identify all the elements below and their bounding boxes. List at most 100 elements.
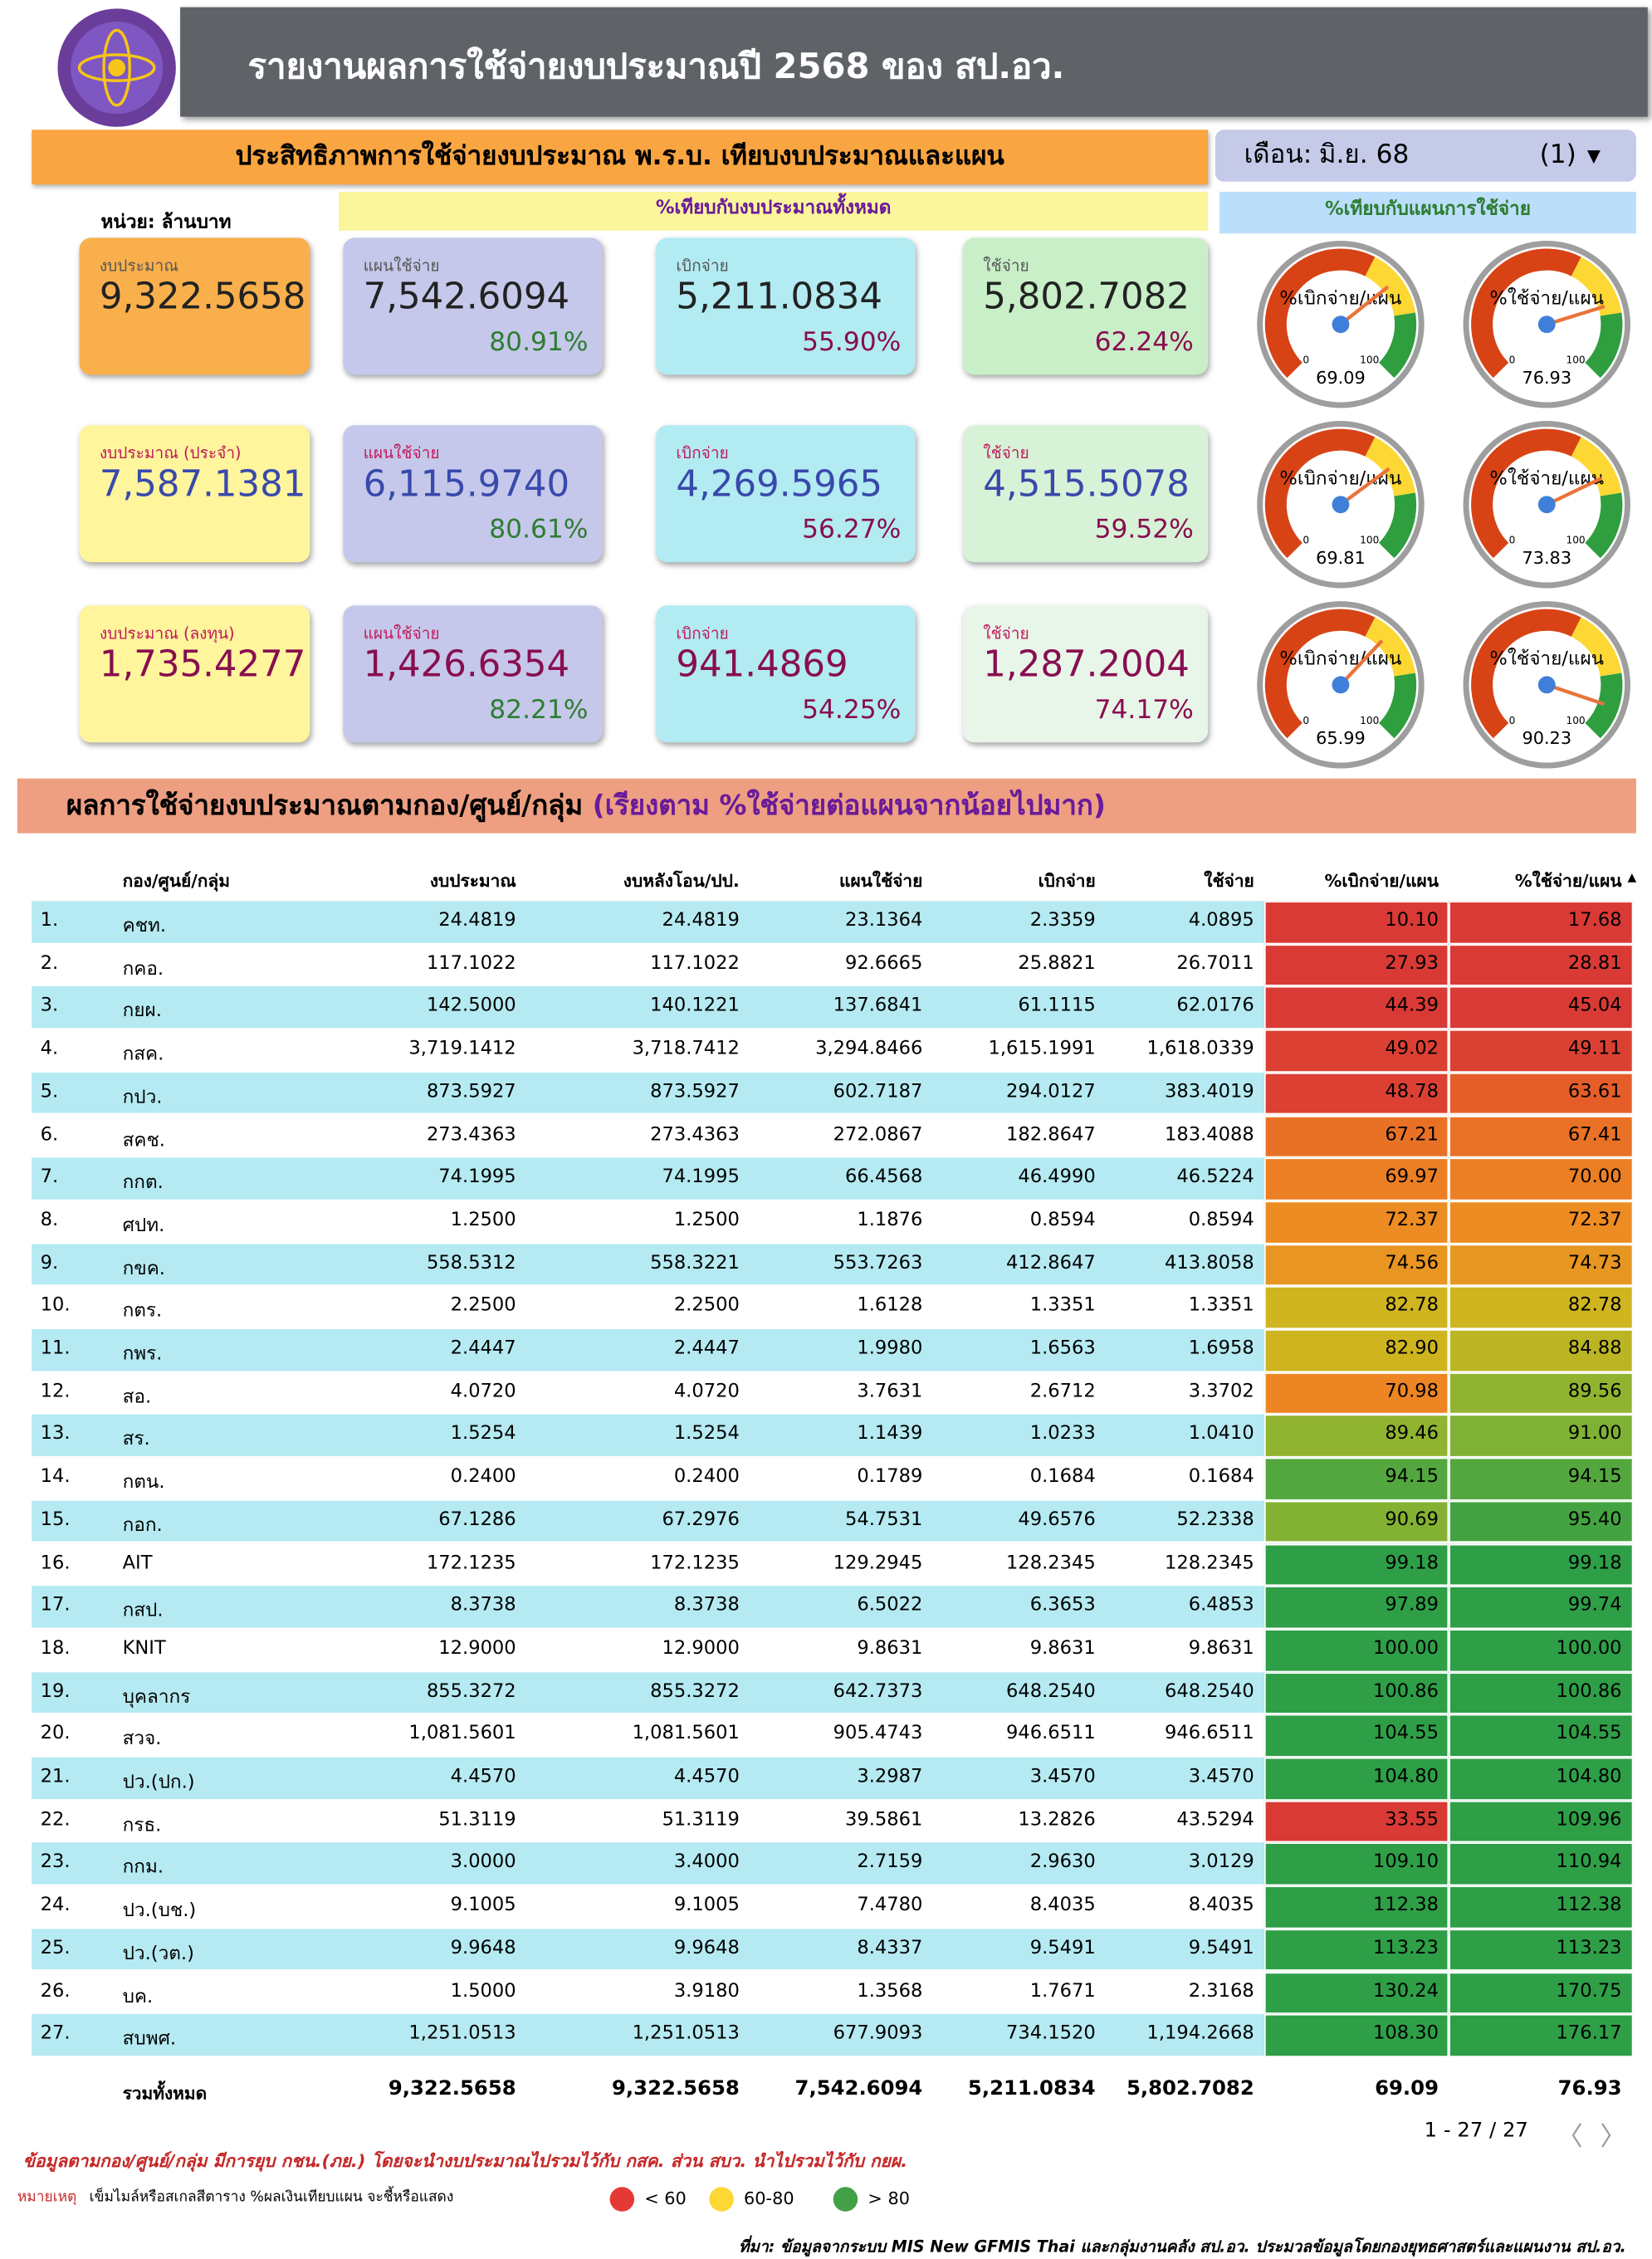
gauge-tick-label: 0 bbox=[1509, 715, 1516, 726]
table-cell: 117.1022 bbox=[426, 952, 516, 975]
prev-page[interactable]: 〈 bbox=[1557, 2122, 1583, 2153]
table-cell: 1,615.1991 bbox=[988, 1038, 1096, 1060]
table-cell: 100.00 bbox=[1556, 1637, 1622, 1660]
table-cell: 70.98 bbox=[1385, 1381, 1439, 1403]
table-cell: 13.2826 bbox=[1018, 1808, 1096, 1831]
table-cell: 109.96 bbox=[1556, 1808, 1622, 1831]
table-cell: 873.5927 bbox=[426, 1081, 516, 1103]
percent-cell bbox=[1263, 2014, 1449, 2057]
gauge-face bbox=[1263, 607, 1419, 763]
section-title: ผลการใช้จ่ายงบประมาณตามกอง/ศูนย์/กลุ่ม bbox=[66, 790, 584, 822]
table-cell: 1.3568 bbox=[857, 1980, 923, 2002]
month-value: มิ.ย. 68 bbox=[1318, 139, 1410, 170]
table-cell: 69.97 bbox=[1385, 1166, 1439, 1189]
gauge-band bbox=[1471, 428, 1581, 559]
table-cell: 3.4570 bbox=[1188, 1766, 1254, 1788]
kpi-percent: 56.27% bbox=[802, 514, 902, 545]
division-name: สคช. bbox=[122, 1129, 165, 1152]
table-cell: 94.15 bbox=[1385, 1466, 1439, 1489]
gauge-label: %ใช้จ่าย/แผน bbox=[1489, 286, 1604, 309]
gauge-tick-label: 100 bbox=[1566, 535, 1585, 546]
division-name: ปว.(ปก.) bbox=[122, 1772, 195, 1794]
month-selector[interactable]: เดือน: มิ.ย. 68 (1) ▼ bbox=[1215, 130, 1636, 182]
gauge-tick-label: 100 bbox=[1566, 715, 1585, 726]
row-index: 25. bbox=[40, 1937, 71, 1959]
table-cell: 128.2345 bbox=[1165, 1552, 1254, 1574]
table-cell: 137.6841 bbox=[833, 995, 923, 1017]
row-index: 16. bbox=[40, 1552, 71, 1574]
percent-cell bbox=[1263, 943, 1449, 987]
table-cell: 4.4570 bbox=[450, 1766, 516, 1788]
column-header: ใช้จ่าย bbox=[1204, 870, 1254, 892]
kpi-card: ใช้จ่าย 5,802.7082 62.24% bbox=[962, 237, 1209, 375]
gauge-hub bbox=[1537, 315, 1556, 334]
table-cell: 44.39 bbox=[1385, 995, 1439, 1017]
percent-cell bbox=[1449, 1500, 1634, 1543]
gauge-tick-label: 100 bbox=[1360, 354, 1379, 366]
gauge-band bbox=[1365, 437, 1415, 497]
table-cell: 2.9630 bbox=[1029, 1851, 1096, 1874]
legend-label: 60-80 bbox=[744, 2188, 794, 2209]
table-cell: 0.8594 bbox=[1188, 1209, 1254, 1231]
row-index: 10. bbox=[40, 1294, 71, 1317]
gauge-tick-label: 0 bbox=[1303, 354, 1309, 366]
percent-cell bbox=[1263, 1457, 1449, 1501]
table-cell: 1.1439 bbox=[857, 1423, 923, 1445]
table-cell: 1,081.5601 bbox=[408, 1723, 516, 1745]
kpi-card: ใช้จ่าย 1,287.2004 74.17% bbox=[962, 605, 1209, 743]
kpi-label: แผนใช้จ่าย bbox=[363, 257, 440, 276]
kpi-label: เบิกจ่าย bbox=[676, 257, 729, 276]
gauge-band bbox=[1264, 609, 1376, 739]
percent-cell bbox=[1263, 1243, 1449, 1287]
row-index: 9. bbox=[40, 1252, 59, 1274]
gauge-needle bbox=[1546, 682, 1606, 707]
gauge-tick-label: 0 bbox=[1303, 535, 1309, 546]
table-cell: 7.4780 bbox=[857, 1894, 923, 1916]
table-cell: 3.7631 bbox=[857, 1381, 923, 1403]
table-cell: 9.1005 bbox=[450, 1894, 516, 1916]
kpi-percent: 55.90% bbox=[802, 327, 902, 358]
gauge-label: %เบิกจ่าย/แผน bbox=[1279, 467, 1401, 489]
percent-cell bbox=[1449, 1029, 1634, 1073]
table-cell: 130.24 bbox=[1373, 1980, 1439, 2002]
total-cell: 5,802.7082 bbox=[1126, 2077, 1254, 2101]
header-bar bbox=[180, 7, 1648, 117]
row-index: 4. bbox=[40, 1038, 59, 1060]
gauge-face bbox=[1469, 246, 1625, 403]
table-cell: 0.1684 bbox=[1188, 1466, 1254, 1489]
row-index: 3. bbox=[40, 995, 59, 1017]
table-cell: 113.23 bbox=[1556, 1937, 1622, 1959]
gauge-tick-label: 100 bbox=[1360, 535, 1379, 546]
division-name: กปว. bbox=[122, 1086, 163, 1109]
next-page[interactable]: 〉 bbox=[1600, 2122, 1626, 2153]
kpi-label: เบิกจ่าย bbox=[676, 443, 729, 463]
table-cell: 1,251.0513 bbox=[408, 2022, 516, 2045]
kpi-label: งบประมาณ bbox=[99, 257, 178, 276]
gauge-needle bbox=[1546, 304, 1606, 326]
gauge-band bbox=[1571, 437, 1622, 497]
gauge-value: 69.09 bbox=[1316, 368, 1366, 388]
table-cell: 1,251.0513 bbox=[632, 2022, 740, 2045]
table-cell: 2.2500 bbox=[673, 1294, 740, 1317]
kpi-percent: 80.91% bbox=[489, 327, 589, 358]
table-cell: 23.1364 bbox=[844, 909, 923, 931]
total-cell: 5,211.0834 bbox=[967, 2077, 1096, 2101]
division-name: ปว.(วต.) bbox=[122, 1943, 194, 1965]
row-index: 24. bbox=[40, 1894, 71, 1916]
table-cell: 108.30 bbox=[1373, 2022, 1439, 2045]
column-header: เบิกจ่าย bbox=[1038, 870, 1096, 892]
table-cell: 104.55 bbox=[1556, 1723, 1622, 1745]
sort-indicator: ▲ bbox=[1627, 870, 1637, 884]
table-cell: 17.68 bbox=[1567, 909, 1622, 931]
table-cell: 602.7187 bbox=[833, 1081, 923, 1103]
percent-cell bbox=[1263, 1971, 1449, 2015]
percent-cell bbox=[1449, 1372, 1634, 1416]
kpi-label: ใช้จ่าย bbox=[983, 443, 1029, 463]
table-cell: 2.6712 bbox=[1029, 1381, 1096, 1403]
gauge-band bbox=[1584, 492, 1623, 559]
table-cell: 1.3351 bbox=[1188, 1294, 1254, 1317]
table-cell: 0.8594 bbox=[1029, 1209, 1096, 1231]
division-name: สบพศ. bbox=[122, 2028, 177, 2051]
kpi-value: 6,115.9740 bbox=[363, 462, 570, 505]
table-cell: 117.1022 bbox=[650, 952, 740, 975]
